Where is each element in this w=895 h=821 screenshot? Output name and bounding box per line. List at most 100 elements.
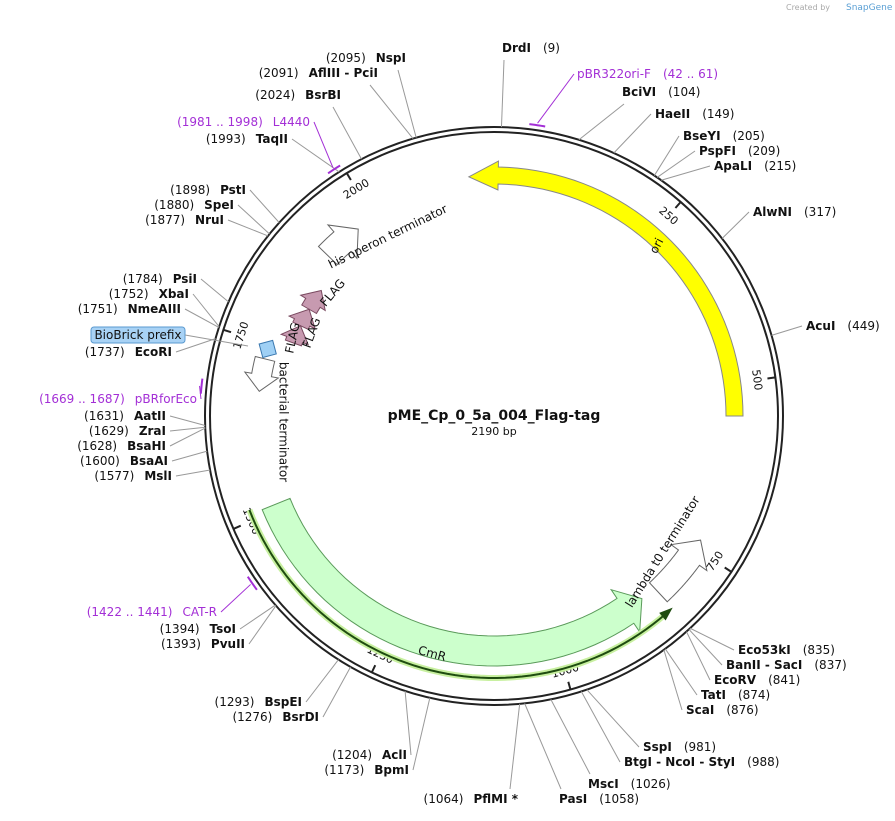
enzyme-name: BpmI: [374, 763, 409, 777]
enzyme-name: NruI: [195, 213, 224, 227]
enzyme-position: (1026): [631, 777, 671, 791]
enzyme-tick: [586, 689, 640, 748]
enzyme-position: (1577): [94, 469, 134, 483]
primer-name: CAT-R: [182, 605, 217, 619]
enzyme-label: AcuI (449): [806, 319, 880, 333]
enzyme-name: PsiI: [173, 272, 197, 286]
enzyme-label: Eco53kI (835): [738, 643, 835, 657]
enzyme-tick: [689, 627, 735, 651]
feature-cmr: [261, 497, 643, 667]
primer-line: [537, 73, 575, 124]
enzyme-name: PasI: [559, 792, 587, 806]
feature-his: [317, 224, 359, 266]
enzyme-tick: [291, 138, 340, 173]
enzyme-position: (1058): [599, 792, 639, 806]
primer-name: L4440: [273, 115, 310, 129]
backbone-inner: [209, 131, 779, 701]
enzyme-position: (2095): [326, 51, 366, 65]
enzyme-position: (1880): [154, 198, 194, 212]
enzyme-name: BanII - SacI: [726, 658, 802, 672]
ruler-tick: [370, 664, 377, 673]
enzyme-name: MscI: [588, 777, 619, 791]
enzyme-name: SspI: [643, 740, 672, 754]
primer-line: [199, 385, 202, 400]
enzyme-position: (9): [543, 41, 560, 55]
feature-flag: [287, 308, 316, 331]
ruler-tick: [724, 566, 732, 573]
enzyme-position: (988): [747, 755, 779, 769]
enzyme-tick: [656, 150, 696, 178]
primer-label: (1669 .. 1687) pBRforEco: [39, 392, 197, 406]
enzyme-position: (1784): [123, 272, 163, 286]
primer: [199, 378, 204, 394]
enzyme-name: BseYI: [683, 129, 721, 143]
enzyme-name: AcuI: [806, 319, 835, 333]
enzyme-tick: [578, 103, 625, 141]
enzyme-position: (1737): [85, 345, 125, 359]
enzyme-position: (449): [847, 319, 879, 333]
enzyme-label: (1880) SpeI: [154, 198, 234, 212]
enzyme-tick: [412, 697, 431, 771]
feature-ori: [467, 160, 744, 417]
enzyme-label: (1204) AclI: [332, 748, 407, 762]
enzyme-label: (1393) PvuII: [161, 637, 245, 651]
enzyme-name: AlwNI: [753, 205, 792, 219]
enzyme-position: (2091): [259, 66, 299, 80]
enzyme-label: (2024) BsrBI: [255, 88, 341, 102]
feature-label: BioBrick prefix: [94, 328, 181, 342]
enzyme-name: AclI: [382, 748, 407, 762]
enzyme-label: (1631) AatII: [84, 409, 166, 423]
enzyme-tick: [171, 450, 208, 462]
enzyme-position: (317): [804, 205, 836, 219]
primer-range: (1669 .. 1687): [39, 392, 125, 406]
primer: [529, 123, 546, 128]
lbl-line: [184, 334, 249, 347]
enzyme-label: SspI (981): [643, 740, 716, 754]
enzyme-name: AflIII - PciI: [309, 66, 378, 80]
enzyme-label: ApaLI (215): [714, 159, 796, 173]
enzyme-label: (1394) TsoI: [160, 622, 236, 636]
enzyme-label: (1629) ZraI: [89, 424, 166, 438]
enzyme-position: (1993): [206, 132, 246, 146]
ruler-tick: [567, 681, 572, 690]
ruler-label: 500: [749, 369, 765, 392]
primer-line: [313, 121, 334, 168]
enzyme-position: (1293): [215, 695, 255, 709]
enzyme-name: TsoI: [210, 622, 236, 636]
cmr-orf-line: [248, 509, 667, 679]
enzyme-label: PspFI (209): [699, 144, 780, 158]
enzyme-label: (1577) MslI: [94, 469, 172, 483]
enzyme-tick: [688, 629, 723, 666]
enzyme-label: (1752) XbaI: [109, 287, 189, 301]
enzyme-name: ApaLI: [714, 159, 752, 173]
enzyme-label: BciVI (104): [622, 85, 700, 99]
enzyme-tick: [524, 703, 562, 790]
enzyme-position: (149): [702, 107, 734, 121]
enzyme-tick: [169, 415, 206, 427]
primer-line: [220, 584, 251, 613]
enzyme-name: NspI: [376, 51, 406, 65]
enzyme-tick: [169, 426, 206, 432]
enzyme-label: PasI (1058): [559, 792, 639, 806]
enzyme-position: (1629): [89, 424, 129, 438]
plasmid-length: 2190 bp: [471, 425, 516, 438]
enzyme-tick: [404, 690, 412, 756]
backbone-outer: [204, 126, 784, 706]
enzyme-label: (1276) BsrDI: [232, 710, 319, 724]
enzyme-label: TatI (874): [701, 688, 770, 702]
enzyme-label: AlwNI (317): [753, 205, 836, 219]
branding-prefix: Created by: [786, 3, 830, 12]
enzyme-position: (1751): [78, 302, 118, 316]
enzyme-tick: [686, 631, 711, 681]
enzyme-label: (1600) BsaAI: [80, 454, 168, 468]
enzyme-label: ScaI (876): [686, 703, 759, 717]
enzyme-tick: [200, 278, 229, 303]
enzyme-name: TatI: [701, 688, 726, 702]
enzyme-tick: [227, 219, 269, 237]
enzyme-tick: [771, 325, 803, 336]
enzyme-position: (205): [733, 129, 765, 143]
enzyme-label: BtgI - NcoI - StyI (988): [624, 755, 779, 769]
enzyme-name: BsrBI: [305, 88, 341, 102]
ruler-tick: [223, 328, 232, 334]
